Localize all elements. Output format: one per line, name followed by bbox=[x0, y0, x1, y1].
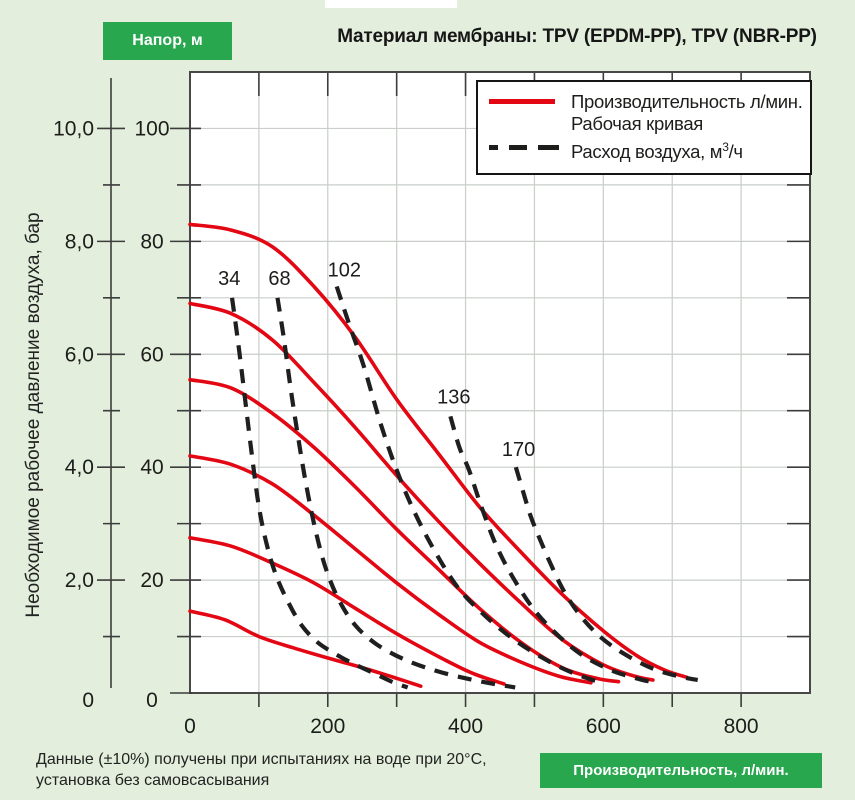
pressure-tick-label: 6,0 bbox=[65, 343, 94, 366]
head-tick-label: 80 bbox=[140, 230, 163, 253]
air-curve bbox=[275, 297, 516, 690]
working-curve bbox=[188, 535, 506, 686]
x-tick-label: 0 bbox=[184, 715, 196, 738]
dashed-black-line-icon bbox=[489, 145, 559, 150]
pressure-tick-label: 2,0 bbox=[65, 569, 94, 592]
air-curve bbox=[229, 297, 409, 690]
head-tick-label: 40 bbox=[140, 456, 163, 479]
legend-working-line1: Производительность л/мин. bbox=[571, 91, 803, 112]
solid-red-line-icon bbox=[489, 91, 559, 104]
head-tick-label: 20 bbox=[140, 569, 163, 592]
footnote-line2: установка без самовсасывания bbox=[36, 772, 270, 790]
working-curve bbox=[188, 609, 423, 688]
x-tick-label: 800 bbox=[724, 715, 759, 738]
footnote: Данные (±10%) получены при испытаниях на… bbox=[36, 749, 487, 791]
working-curve bbox=[188, 454, 593, 685]
air-curve-label: 68 bbox=[268, 268, 290, 290]
legend-air-flow-label: Расход воздуха, м3/ч bbox=[571, 140, 743, 163]
x-tick-label: 600 bbox=[586, 715, 621, 738]
pressure-tick-label: 0 bbox=[82, 689, 94, 712]
head-tick-label: 60 bbox=[140, 343, 163, 366]
plot-border bbox=[189, 71, 811, 694]
x-tick-label: 200 bbox=[310, 715, 345, 738]
air-curve bbox=[334, 285, 599, 684]
legend-working-curve-row: Производительность л/мин. Рабочая кривая bbox=[489, 91, 804, 135]
pressure-tick-label: 4,0 bbox=[65, 456, 94, 479]
head-tick-label: 0 bbox=[146, 689, 158, 712]
plot-area bbox=[190, 72, 810, 693]
air-curve-label: 136 bbox=[437, 387, 470, 409]
footnote-line1: Данные (±10%) получены при испытаниях на… bbox=[36, 751, 487, 768]
air-curve-label: 34 bbox=[218, 268, 240, 290]
legend-working-curve-label: Производительность л/мин. Рабочая кривая bbox=[571, 91, 803, 135]
pressure-tick-label: 8,0 bbox=[65, 230, 94, 253]
x-tick-label: 400 bbox=[448, 715, 483, 738]
pressure-tick-label: 10,0 bbox=[53, 117, 94, 140]
chart-title: Материал мембраны: TPV (EPDM-PP), TPV (N… bbox=[337, 26, 817, 47]
legend-working-line2: Рабочая кривая bbox=[571, 112, 704, 134]
top-white-strip bbox=[325, 0, 457, 8]
air-curve bbox=[448, 415, 651, 684]
flow-axis-badge: Производительность, л/мин. bbox=[540, 753, 822, 788]
air-curve bbox=[513, 466, 699, 683]
legend-air-flow-row: Расход воздуха, м3/ч bbox=[489, 140, 804, 163]
chart-legend: Производительность л/мин. Рабочая кривая… bbox=[476, 80, 812, 175]
head-tick-label: 100 bbox=[134, 117, 169, 140]
working-curve bbox=[188, 222, 689, 679]
air-curve-label: 102 bbox=[328, 260, 361, 282]
air-curve-label: 170 bbox=[502, 439, 535, 461]
head-axis-badge: Напор, м bbox=[103, 22, 232, 60]
